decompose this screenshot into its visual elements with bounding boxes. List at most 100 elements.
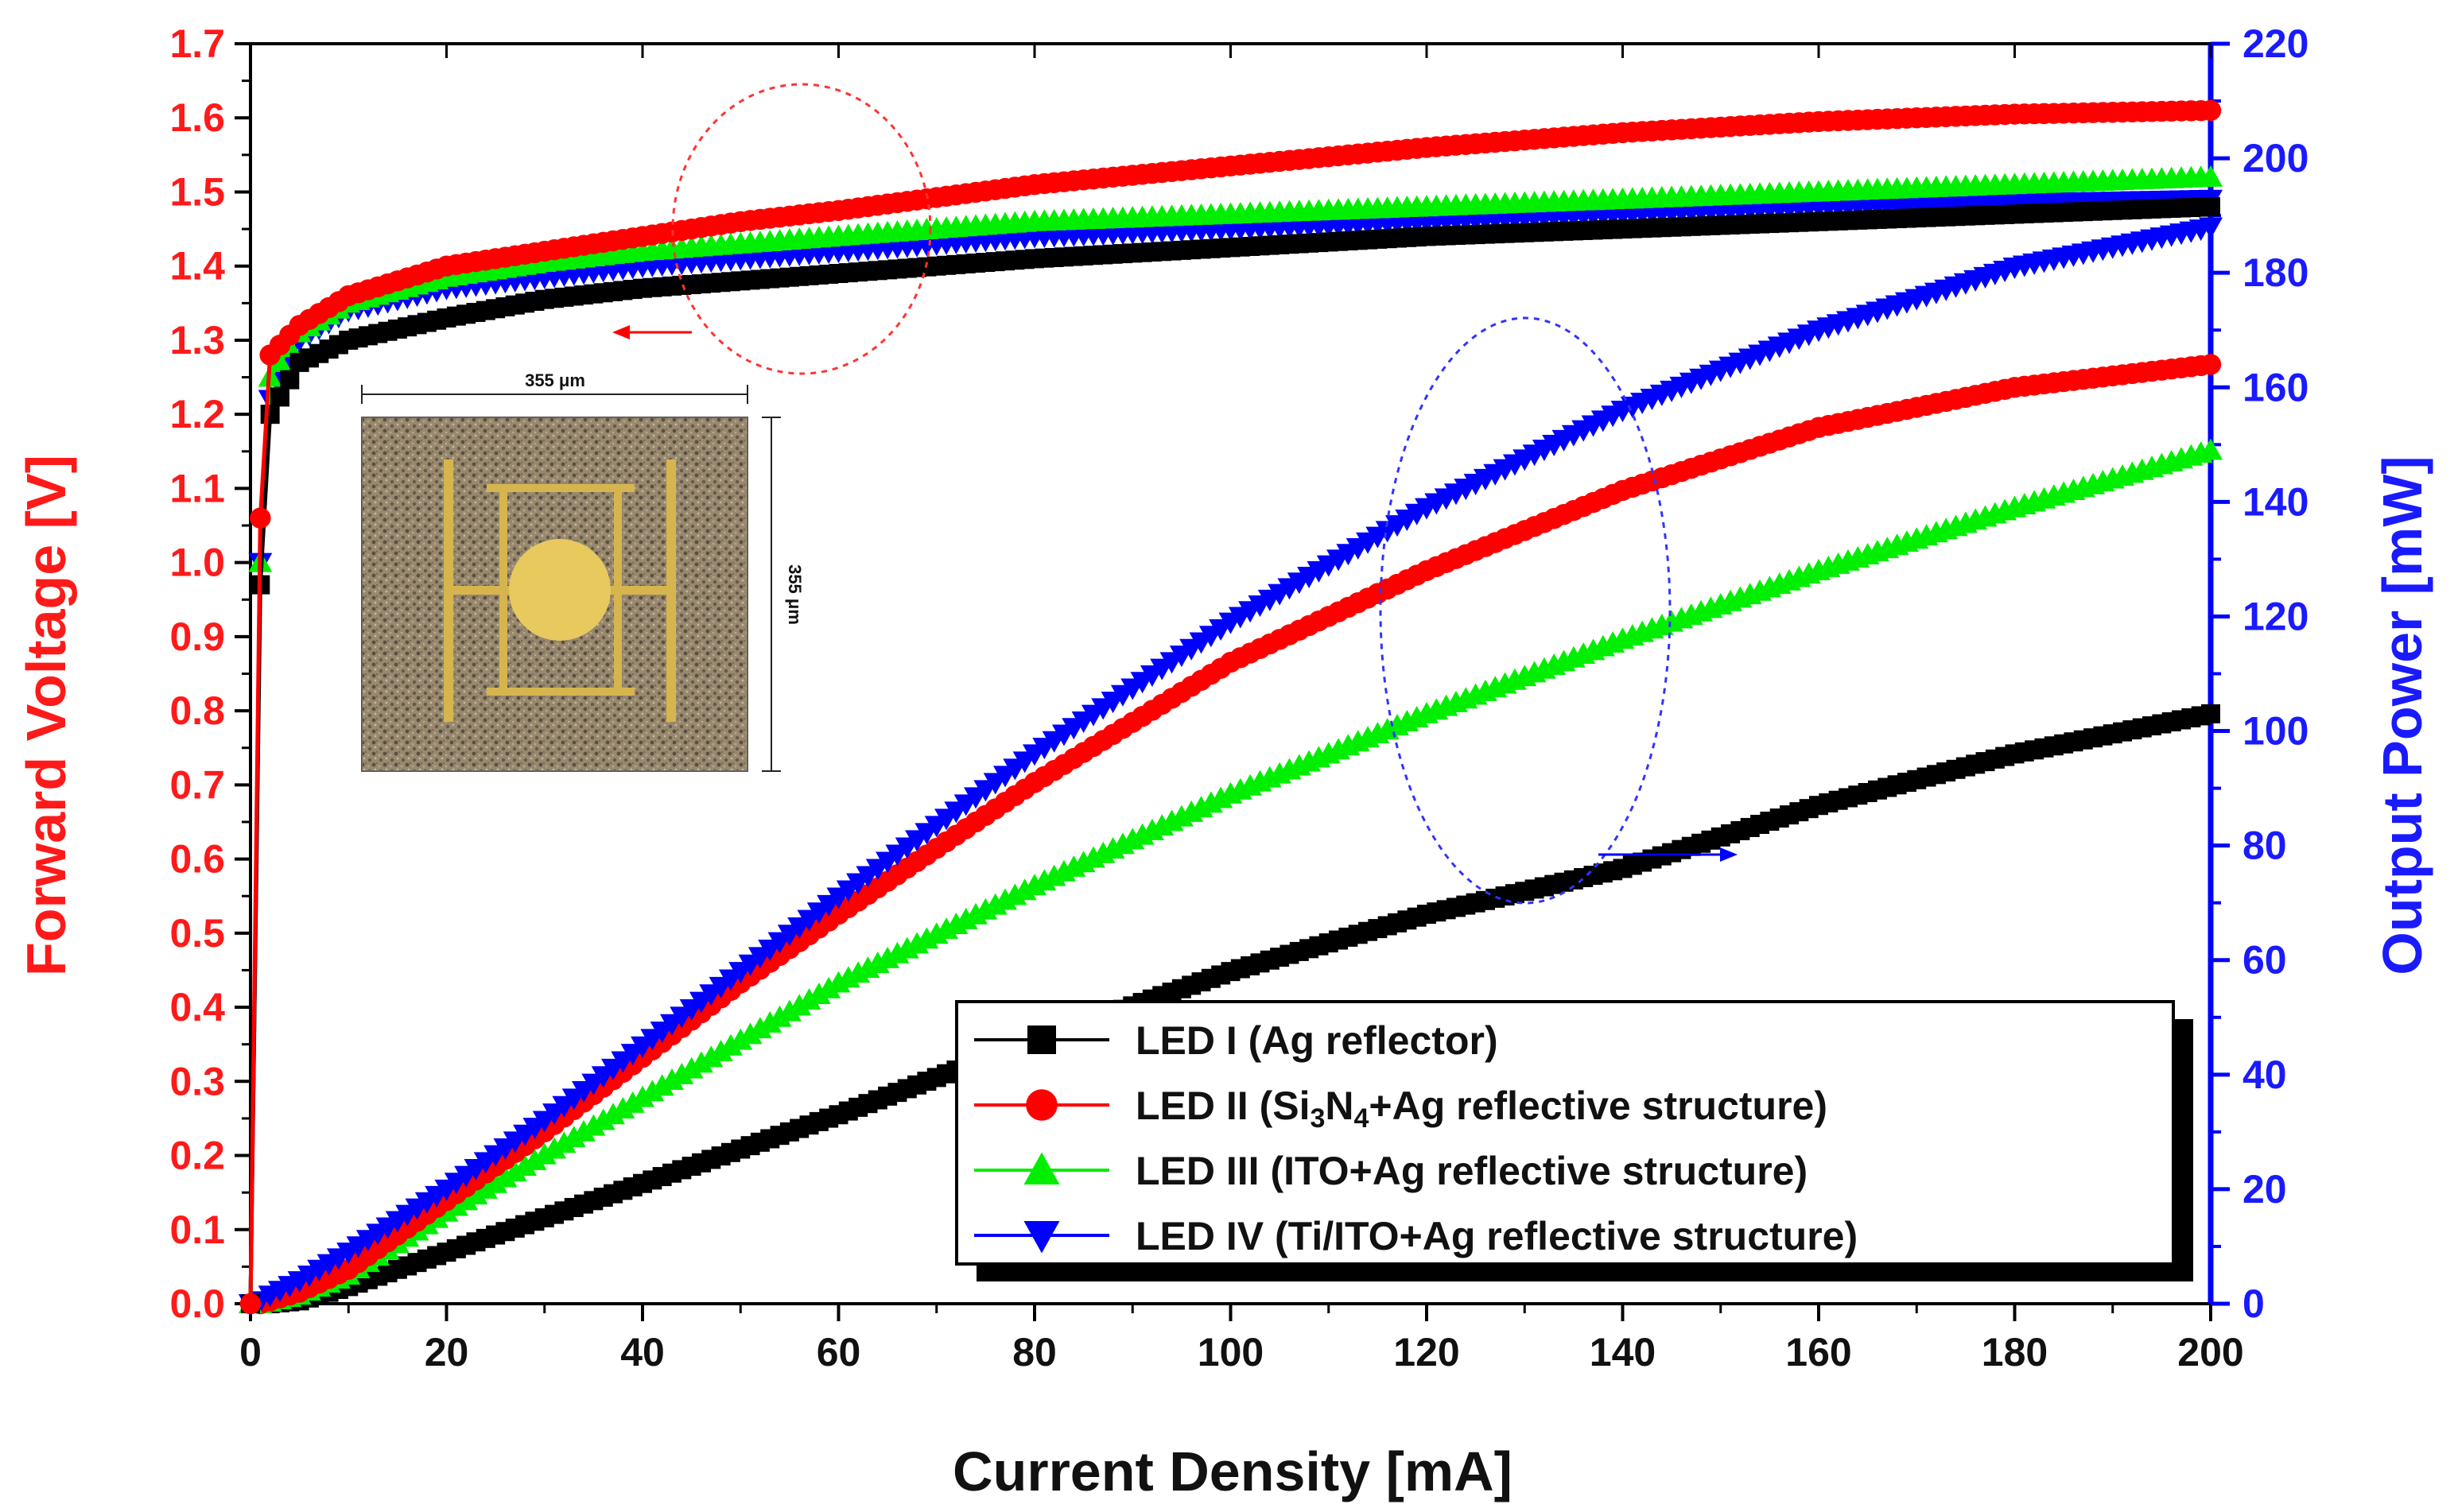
legend-entry: LED II (Si3N4+Ag reflective structure) xyxy=(974,1084,1827,1134)
y-right-tick-label: 120 xyxy=(2242,594,2309,638)
y-left-tick-label: 0.7 xyxy=(169,762,225,807)
y-right-tick-label: 20 xyxy=(2242,1167,2287,1212)
data-point xyxy=(620,1091,645,1113)
power-group-ellipse xyxy=(1379,316,1672,905)
x-axis-title: Current Density [mA] xyxy=(953,1440,1512,1502)
x-tick-label: 200 xyxy=(2177,1330,2243,1374)
y-left-tick-label: 1.3 xyxy=(169,318,225,362)
x-tick-label: 0 xyxy=(239,1330,262,1374)
data-point xyxy=(787,994,812,1016)
data-point xyxy=(454,1188,479,1211)
x-tick-label: 120 xyxy=(1393,1330,1459,1374)
data-point xyxy=(699,1045,724,1068)
inset-width-label: 355 μm xyxy=(525,370,585,390)
y-left-axis-title: Forward Voltage [V] xyxy=(15,455,77,976)
y-left-tick-label: 1.4 xyxy=(169,244,225,289)
y-right-tick-label: 80 xyxy=(2242,824,2287,868)
y-left-tick-label: 1.7 xyxy=(169,21,225,66)
data-point xyxy=(572,1119,596,1142)
data-point xyxy=(2199,217,2223,239)
y-left-tick-label: 0.5 xyxy=(169,911,225,956)
y-right-tick-label: 200 xyxy=(2242,136,2309,180)
x-tick-label: 40 xyxy=(620,1330,665,1374)
y-left-tick-label: 0.8 xyxy=(169,688,225,733)
voltage-group-ellipse xyxy=(671,83,932,375)
y-left-tick-label: 0.4 xyxy=(169,985,225,1029)
data-point xyxy=(464,1183,488,1205)
data-point xyxy=(601,1103,626,1125)
y-left-tick-label: 0.9 xyxy=(169,614,225,659)
y-left-tick-label: 1.1 xyxy=(169,466,225,510)
data-point xyxy=(473,1177,498,1199)
y-left-tick-label: 0.6 xyxy=(169,837,225,882)
y-right-tick-label: 220 xyxy=(2242,21,2309,66)
data-point xyxy=(2201,704,2220,723)
y-right-tick-label: 100 xyxy=(2242,709,2309,754)
legend-label: LED III (ITO+Ag reflective structure) xyxy=(1136,1149,1808,1193)
y-right-tick-label: 160 xyxy=(2242,365,2309,409)
series-5-right xyxy=(239,354,2222,1315)
legend-label: LED II (Si3N4+Ag reflective structure) xyxy=(1136,1084,1827,1134)
y-left-tick-label: 0.3 xyxy=(169,1059,225,1103)
x-tick-label: 180 xyxy=(1982,1330,2048,1374)
data-point xyxy=(250,507,271,529)
data-point xyxy=(532,1142,557,1165)
y-left-tick-label: 0.0 xyxy=(169,1281,225,1326)
inset-height-label: 355 μm xyxy=(785,564,805,625)
data-point xyxy=(493,1165,518,1188)
power-group-arrowhead xyxy=(1720,847,1738,862)
y-left-tick-label: 0.1 xyxy=(169,1208,225,1252)
data-point xyxy=(2201,197,2220,217)
x-tick-label: 20 xyxy=(425,1330,469,1374)
data-point xyxy=(631,1085,654,1107)
y-right-tick-label: 180 xyxy=(2242,250,2309,295)
data-point xyxy=(640,1080,665,1102)
data-point xyxy=(503,1160,527,1182)
data-point xyxy=(650,1074,674,1096)
data-point xyxy=(747,1017,772,1039)
data-point xyxy=(679,1056,704,1079)
data-point xyxy=(260,405,280,425)
annotations xyxy=(612,83,1738,905)
legend-entry: LED I (Ag reflector) xyxy=(974,1018,1498,1063)
legend-marker xyxy=(1023,1221,1060,1254)
inset-micrograph: 355 μm 355 μm xyxy=(361,370,805,772)
data-point xyxy=(513,1154,538,1177)
y-right-tick-label: 60 xyxy=(2242,938,2287,983)
data-point xyxy=(718,1033,743,1056)
electrode-pattern xyxy=(444,459,676,722)
x-tick-label: 160 xyxy=(1785,1330,1851,1374)
data-point xyxy=(817,976,841,998)
x-tick-label: 80 xyxy=(1012,1330,1057,1374)
y-right-tick-label: 40 xyxy=(2242,1053,2287,1097)
data-point xyxy=(777,999,802,1022)
y-left-tick-label: 1.2 xyxy=(169,392,225,436)
data-point xyxy=(561,1126,586,1148)
legend-box xyxy=(955,1000,2175,1266)
data-point xyxy=(270,387,289,407)
data-point xyxy=(2199,165,2223,187)
legend: LED I (Ag reflector) LED II (Si3N4+Ag ref… xyxy=(955,1000,2193,1281)
x-tick-label: 60 xyxy=(817,1330,861,1374)
legend-label: LED IV (Ti/ITO+Ag reflective structure) xyxy=(1136,1214,1858,1258)
x-tick-label: 100 xyxy=(1198,1330,1264,1374)
data-point xyxy=(280,370,300,390)
data-point xyxy=(2200,354,2222,375)
y-right-tick-label: 0 xyxy=(2242,1281,2265,1326)
data-point xyxy=(758,1010,782,1033)
y-left-tick-label: 0.2 xyxy=(169,1134,225,1178)
data-point xyxy=(767,1005,792,1027)
data-point xyxy=(2200,99,2222,122)
legend-label: LED I (Ag reflector) xyxy=(1136,1018,1498,1063)
legend-entry: LED III (ITO+Ag reflective structure) xyxy=(974,1149,1808,1193)
data-point xyxy=(2199,438,2223,460)
data-point xyxy=(542,1137,567,1159)
x-tick-label: 140 xyxy=(1590,1330,1656,1374)
data-point xyxy=(806,982,831,1004)
data-point xyxy=(709,1040,733,1061)
legend-marker xyxy=(1026,1089,1058,1121)
data-point xyxy=(728,1028,753,1050)
data-point xyxy=(738,1022,763,1045)
axes-frame: 0 20 40 60 80 100 120 140 160 180 2000.00.10.20.30… xyxy=(169,21,2309,1374)
